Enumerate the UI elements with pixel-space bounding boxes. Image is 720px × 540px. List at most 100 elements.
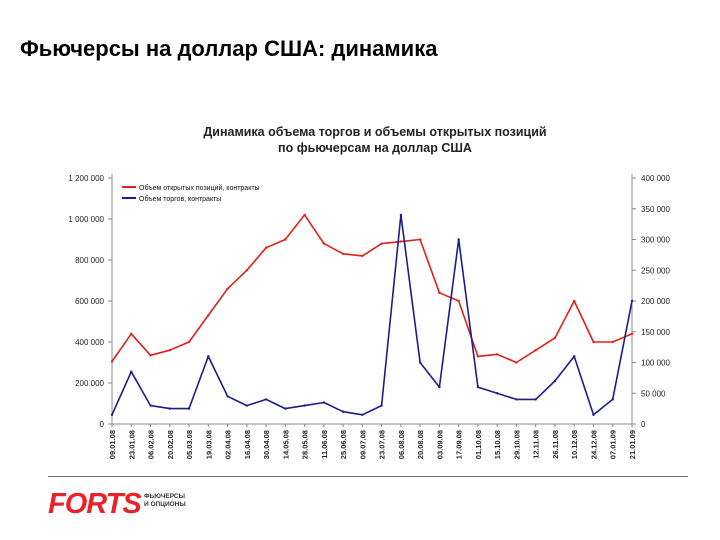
- y-right-tick-label: 350 000: [641, 205, 670, 214]
- x-tick-label: 20.08.08: [416, 430, 425, 459]
- series-2-point: [457, 238, 460, 241]
- series-1-point: [438, 291, 441, 294]
- x-tick-label: 11.06.08: [320, 430, 329, 459]
- series-2-point: [207, 355, 210, 358]
- y-right-tick-label: 250 000: [641, 266, 670, 275]
- series-2-point: [573, 355, 576, 358]
- series-2-point: [515, 398, 518, 401]
- x-tick-label: 02.04.08: [224, 430, 233, 459]
- x-tick-label: 21.01.09: [628, 430, 637, 459]
- y-right-tick-label: 0: [641, 420, 646, 429]
- series-2-point: [130, 370, 133, 373]
- x-tick-label: 23.01.08: [127, 430, 136, 459]
- x-tick-label: 30.04.08: [262, 430, 271, 459]
- x-tick-label: 07.01.09: [609, 430, 618, 459]
- chart-title: Динамика объема торгов и объемы открытых…: [120, 124, 630, 156]
- series-2-point: [361, 413, 364, 416]
- y-left-tick-label: 1 000 000: [68, 215, 104, 224]
- y-left-tick-label: 0: [100, 420, 105, 429]
- series-1-point: [361, 254, 364, 258]
- y-left-tick-label: 200 000: [75, 379, 104, 388]
- logo-subtitle-line2: и опционы: [144, 501, 186, 508]
- forts-logo: FORTS фьючерсы и опционы: [48, 489, 186, 519]
- chart-title-line1: Динамика объема торгов и объемы открытых…: [203, 125, 547, 139]
- x-tick-label: 12.11.08: [532, 430, 541, 459]
- logo-subtitle: фьючерсы и опционы: [144, 493, 186, 509]
- series-1-point: [303, 213, 306, 217]
- x-tick-label: 06.08.08: [397, 430, 406, 459]
- chart-title-line2: по фьючерсам на доллар США: [278, 141, 472, 155]
- series-1-point: [207, 314, 210, 317]
- footer-divider: [48, 476, 688, 477]
- x-tick-label: 25.06.08: [339, 430, 348, 459]
- x-tick-label: 16.04.08: [243, 430, 252, 459]
- series-1-point: [476, 355, 480, 358]
- series-2-point: [611, 398, 614, 401]
- series-2-point: [592, 413, 595, 416]
- y-left-tick-label: 1 200 000: [68, 174, 104, 183]
- y-left-tick-label: 800 000: [75, 256, 104, 265]
- y-left-tick-label: 400 000: [75, 338, 104, 347]
- series-2-point: [264, 398, 268, 401]
- x-tick-label: 24.12.08: [589, 430, 598, 459]
- x-tick-label: 29.10.08: [512, 430, 521, 459]
- series-1-point: [553, 336, 557, 340]
- legend-box: [118, 179, 300, 203]
- series-2-point: [245, 404, 249, 407]
- series-2-point: [630, 299, 634, 303]
- series-1-point: [110, 360, 114, 363]
- x-tick-label: 23.07.08: [378, 430, 387, 459]
- x-tick-label: 15.10.08: [493, 430, 502, 459]
- series-2-point: [149, 404, 152, 407]
- y-right-tick-label: 300 000: [641, 236, 670, 245]
- x-tick-label: 14.05.08: [281, 430, 290, 459]
- page-title: Фьючерсы на доллар США: динамика: [20, 36, 438, 61]
- x-tick-label: 09.01.08: [108, 430, 117, 459]
- series-2-point: [226, 395, 229, 398]
- series-2-point: [380, 404, 383, 407]
- series-1-point: [322, 242, 326, 245]
- series-1-point: [534, 349, 537, 352]
- y-right-tick-label: 400 000: [641, 174, 670, 183]
- series-line-1: [111, 214, 633, 364]
- x-tick-label: 28.05.08: [301, 430, 310, 459]
- legend-label-1: Объем открытых позиций, контракты: [139, 184, 260, 192]
- y-right-tick-label: 50 000: [641, 389, 666, 398]
- series-2-point: [187, 407, 191, 410]
- series-2-point: [495, 392, 499, 395]
- series-1-point: [457, 299, 460, 303]
- series-2-point: [438, 385, 441, 389]
- series-2-point: [284, 407, 287, 410]
- x-tick-label: 01.10.08: [474, 430, 483, 459]
- y-right-tick-label: 100 000: [641, 359, 670, 368]
- series-1-point: [245, 269, 249, 272]
- series-1-point: [592, 340, 595, 344]
- series-2-point: [110, 413, 114, 416]
- x-tick-label: 19.03.08: [204, 430, 213, 459]
- x-tick-label: 26.11.08: [551, 430, 560, 459]
- series-2-point: [399, 213, 403, 217]
- series-1-point: [515, 361, 518, 364]
- x-tick-label: 03.09.08: [435, 430, 444, 459]
- series-1-point: [380, 242, 383, 245]
- series-2-point: [303, 404, 306, 407]
- x-tick-label: 17.09.08: [455, 430, 464, 459]
- series-1-point: [149, 354, 152, 357]
- series-1-point: [341, 252, 345, 256]
- series-line-2: [111, 214, 633, 416]
- x-tick-label: 05.03.08: [185, 430, 194, 459]
- x-tick-label: 10.12.08: [570, 430, 579, 459]
- series-1-point: [130, 332, 133, 335]
- logo-subtitle-line1: фьючерсы: [144, 493, 185, 500]
- series-1-point: [418, 238, 422, 241]
- series-1-point: [284, 238, 287, 241]
- series-1-point: [495, 353, 499, 356]
- series-2-point: [341, 410, 345, 413]
- x-tick-label: 09.07.08: [358, 430, 367, 459]
- y-left-tick-label: 600 000: [75, 297, 104, 306]
- x-tick-label: 06.02.08: [147, 430, 156, 459]
- series-1-point: [630, 332, 634, 335]
- series-1-point: [264, 246, 268, 249]
- series-1-point: [226, 287, 229, 290]
